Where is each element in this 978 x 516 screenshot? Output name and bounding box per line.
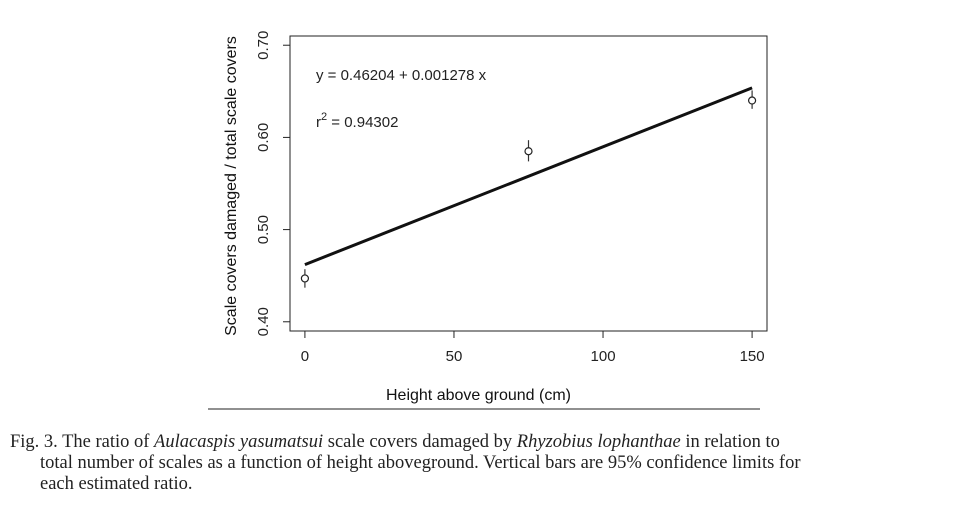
regression-line	[304, 86, 753, 266]
x-axis: 0 50 100 150	[301, 331, 765, 365]
x-tick-label: 100	[591, 348, 616, 365]
r-squared-annotation: r2 = 0.94302	[316, 111, 398, 131]
species-name-aulacaspis: Aulacaspis yasumatsui	[154, 432, 324, 452]
x-tick-label: 50	[446, 348, 463, 365]
caption-line-3: each estimated ratio.	[40, 474, 193, 494]
y-tick-label: 0.50	[255, 215, 272, 244]
plot-frame	[289, 35, 768, 332]
species-name-rhyzobius: Rhyzobius lophanthae	[516, 432, 681, 452]
caption-text: in relation to	[680, 432, 780, 452]
x-tick-label: 0	[301, 348, 309, 365]
y-tick-label: 0.70	[255, 31, 272, 60]
data-point	[747, 96, 757, 105]
y-tick-label: 0.60	[255, 123, 272, 152]
data-points	[300, 96, 757, 283]
data-point	[524, 147, 533, 156]
data-point	[300, 274, 310, 283]
x-tick-label: 150	[740, 348, 765, 365]
r2-superscript: 2	[321, 111, 327, 123]
r2-value: = 0.94302	[327, 114, 398, 131]
caption-line-1: Fig. 3. The ratio of Aulacaspis yasumats…	[10, 432, 970, 453]
x-axis-label: Height above ground (cm)	[386, 387, 571, 404]
y-tick-label: 0.40	[255, 307, 272, 336]
figure-caption: Fig. 3. The ratio of Aulacaspis yasumats…	[10, 432, 970, 495]
equation-annotation: y = 0.46204 + 0.001278 x	[316, 67, 487, 84]
y-axis: 0.40 0.50 0.60 0.70	[255, 31, 290, 336]
chart: 0 50 100 150 0.40 0.50 0.60 0.70 y = 0.46204 +…	[208, 31, 768, 410]
caption-text: scale covers damaged by	[323, 432, 517, 452]
r2-base: r	[316, 114, 321, 131]
y-axis-label: Scale covers damaged / total scale cover…	[223, 36, 240, 336]
caption-text: Fig. 3. The ratio of	[10, 432, 155, 452]
caption-line-2: total number of scales as a function of …	[40, 453, 801, 473]
